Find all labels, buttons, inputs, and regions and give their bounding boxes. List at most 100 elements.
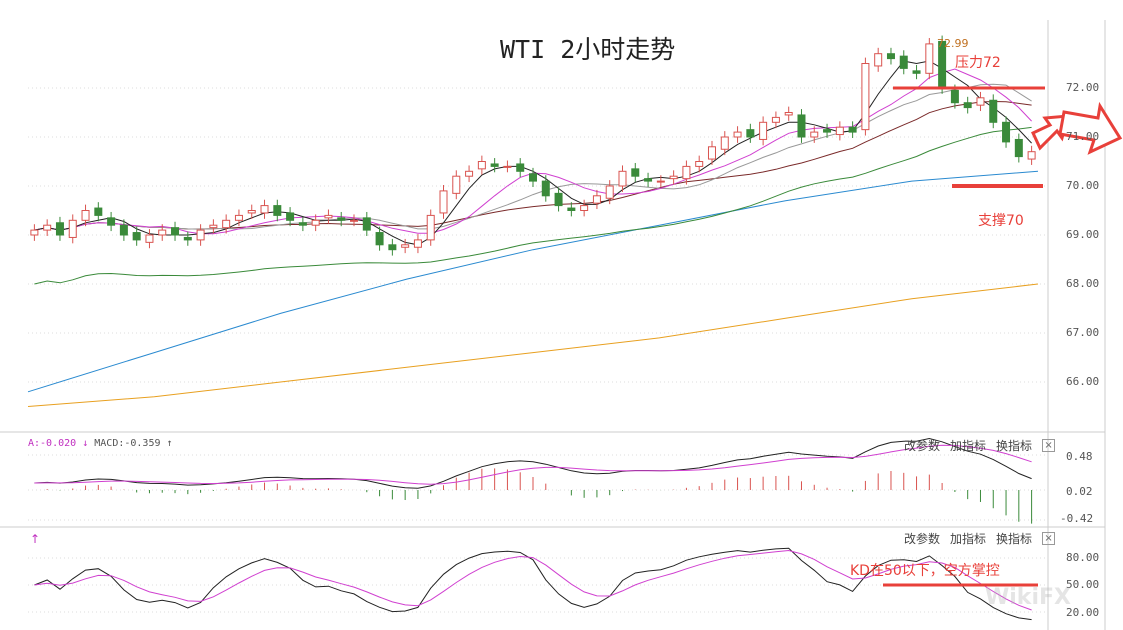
dea-line bbox=[34, 444, 1032, 485]
up-arrow-icon: ↑ bbox=[166, 438, 173, 449]
candle-body bbox=[554, 192, 563, 207]
dea-value: A:-0.020 bbox=[28, 438, 77, 449]
candle-body bbox=[298, 222, 307, 226]
candle-body bbox=[350, 219, 359, 222]
ma120-line bbox=[27, 170, 1039, 393]
candle-body bbox=[145, 234, 154, 243]
candle-body bbox=[669, 175, 678, 180]
candle-body bbox=[222, 219, 231, 229]
candle-body bbox=[976, 97, 985, 106]
macd-header: A:-0.020 ↓ MACD:-0.359 ↑ bbox=[28, 438, 173, 449]
down-arrow-icon: ↓ bbox=[82, 438, 89, 449]
price-tick: 71.00 bbox=[1066, 130, 1100, 143]
price-tick: 67.00 bbox=[1066, 326, 1100, 339]
kd-tick: 80.00 bbox=[1066, 551, 1100, 564]
candle-body bbox=[43, 224, 52, 231]
candle-body bbox=[835, 126, 844, 136]
candle-body bbox=[516, 163, 525, 172]
ma60-line bbox=[34, 126, 1032, 285]
candle-body bbox=[388, 244, 397, 251]
candle-body bbox=[439, 190, 448, 214]
close-icon[interactable]: × bbox=[1042, 532, 1056, 545]
candle-body bbox=[912, 70, 921, 74]
support-label: 支撑70 bbox=[978, 213, 1024, 229]
price-tick: 68.00 bbox=[1066, 277, 1100, 290]
resistance-label: 压力72 bbox=[955, 55, 1001, 71]
k-line bbox=[34, 547, 1032, 621]
candle-body bbox=[1002, 121, 1011, 143]
candle-body bbox=[605, 185, 614, 199]
candle-body bbox=[413, 239, 422, 248]
candle-body bbox=[707, 146, 716, 160]
candle-body bbox=[733, 131, 742, 138]
macd-tick: -0.42 bbox=[1060, 512, 1094, 525]
candle-body bbox=[644, 178, 653, 182]
candle-body bbox=[171, 227, 180, 236]
switch-indicator-button[interactable]: 换指标 bbox=[996, 439, 1033, 453]
candle-body bbox=[720, 136, 729, 150]
ma5-line bbox=[34, 60, 1032, 246]
candle-body bbox=[886, 53, 895, 60]
candle-body bbox=[1014, 138, 1023, 158]
close-icon[interactable]: × bbox=[1042, 439, 1056, 452]
add-indicator-button[interactable]: 加指标 bbox=[950, 532, 987, 546]
candle-body bbox=[260, 205, 269, 214]
candle-body bbox=[68, 219, 77, 238]
candle-body bbox=[158, 229, 167, 236]
candle-body bbox=[94, 207, 103, 216]
candle-body bbox=[337, 217, 346, 221]
candle-body bbox=[797, 114, 806, 138]
candle-body bbox=[823, 129, 832, 133]
price-tick: 70.00 bbox=[1066, 179, 1100, 192]
candle-body bbox=[963, 102, 972, 109]
candle-body bbox=[618, 170, 627, 187]
candle-body bbox=[324, 214, 333, 219]
add-indicator-button[interactable]: 加指标 bbox=[950, 439, 987, 453]
candle-body bbox=[132, 232, 141, 241]
edit-params-button[interactable]: 改参数 bbox=[904, 439, 941, 453]
candle-body bbox=[375, 232, 384, 246]
candle-body bbox=[107, 217, 116, 226]
candle-body bbox=[592, 195, 601, 204]
arrow-icon bbox=[1058, 101, 1123, 155]
macd-tick: 0.48 bbox=[1066, 450, 1093, 463]
candle-body bbox=[81, 210, 90, 221]
d-line bbox=[34, 549, 1032, 611]
candle-body bbox=[426, 214, 435, 241]
candle-body bbox=[541, 180, 550, 197]
candle-body bbox=[580, 205, 589, 212]
candle-body bbox=[503, 165, 512, 168]
candle-body bbox=[452, 175, 461, 194]
candle-body bbox=[759, 121, 768, 140]
candle-body bbox=[567, 207, 576, 212]
candle-body bbox=[631, 168, 640, 177]
candle-body bbox=[465, 170, 474, 177]
candle-body bbox=[55, 222, 64, 236]
kd-toolbar: 改参数 加指标 换指标 × bbox=[904, 530, 1056, 547]
ma250-line bbox=[27, 283, 1039, 407]
macd-value: MACD:-0.359 bbox=[94, 438, 161, 449]
candle-body bbox=[196, 229, 205, 241]
kd-tick: 20.00 bbox=[1066, 606, 1100, 619]
macd-toolbar: 改参数 加指标 换指标 × bbox=[904, 437, 1056, 454]
price-tick: 66.00 bbox=[1066, 375, 1100, 388]
edit-params-button[interactable]: 改参数 bbox=[904, 532, 941, 546]
candle-body bbox=[771, 116, 780, 123]
high-price-label: 72.99 bbox=[937, 37, 969, 50]
switch-indicator-button[interactable]: 换指标 bbox=[996, 532, 1033, 546]
kd-tick: 50.00 bbox=[1066, 578, 1100, 591]
candle-body bbox=[401, 244, 410, 248]
macd-tick: 0.02 bbox=[1066, 485, 1093, 498]
candle-body bbox=[119, 224, 128, 236]
watermark: WikiFX bbox=[985, 585, 1071, 610]
candle-body bbox=[899, 55, 908, 69]
chart-title: WTI 2小时走势 bbox=[500, 35, 676, 64]
kd-arrow-icon: ↑ bbox=[30, 532, 41, 546]
candle-body bbox=[234, 214, 243, 221]
ma20-line bbox=[34, 83, 1032, 231]
candle-body bbox=[810, 131, 819, 138]
candle-body bbox=[784, 112, 793, 116]
candle-body bbox=[746, 129, 755, 138]
candle-body bbox=[989, 99, 998, 123]
